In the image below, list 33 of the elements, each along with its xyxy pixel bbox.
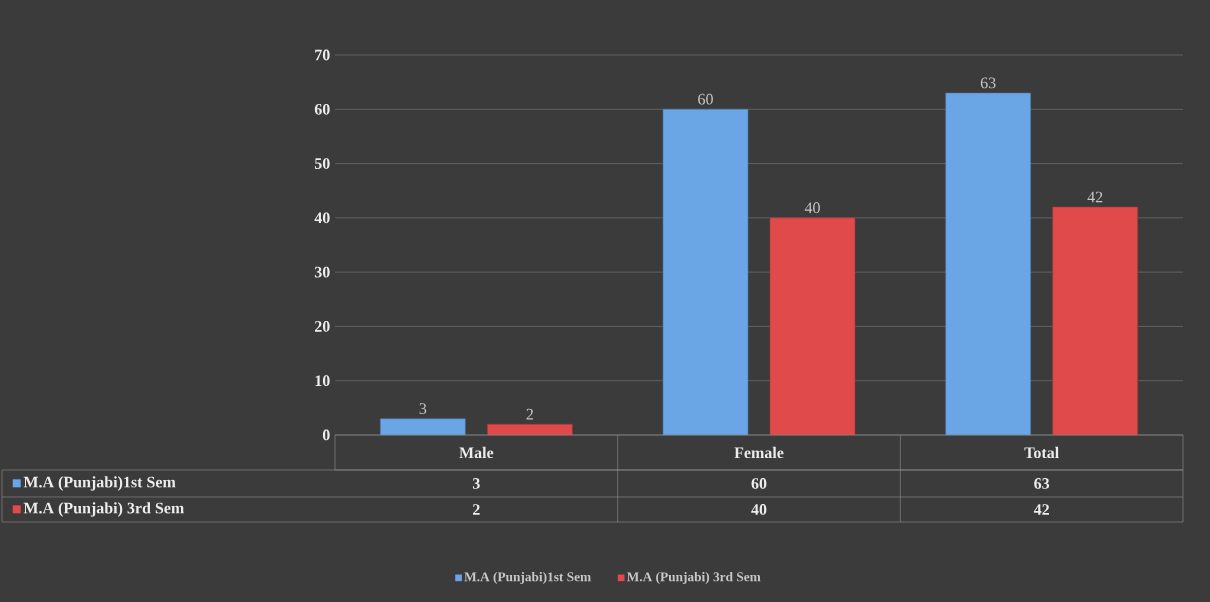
x-tick-label: Male — [459, 446, 494, 459]
bar — [1052, 206, 1138, 436]
bar — [380, 418, 466, 436]
x-tick-label: Total — [1024, 446, 1059, 459]
legend-label: M.A (Punjabi)1st Sem — [464, 571, 591, 585]
bar — [769, 217, 856, 436]
data-label: 60 — [751, 478, 767, 489]
data-label: 3 — [472, 478, 480, 489]
text: 63 — [980, 77, 996, 89]
bar — [662, 109, 749, 436]
data-label: 40 — [751, 504, 767, 515]
text: 3 — [419, 403, 427, 414]
y-tick-label: 60 — [314, 103, 330, 115]
data-label: 63 — [1034, 478, 1050, 489]
bar — [487, 423, 573, 436]
y-tick-label: 40 — [314, 212, 330, 224]
y-tick-label: 50 — [314, 158, 330, 169]
y-tick-label: 70 — [315, 49, 330, 61]
text: M.A (Punjabi)1st Sem — [23, 476, 176, 491]
y-tick-label: 0 — [322, 429, 330, 441]
text: 40 — [804, 202, 820, 214]
text: M.A (Punjabi) 3rd Sem — [23, 502, 184, 517]
text: 2 — [526, 408, 533, 420]
text: 60 — [698, 93, 713, 105]
y-tick-label: 20 — [314, 321, 330, 332]
data-label: 42 — [1033, 504, 1049, 515]
y-tick-label: 30 — [314, 266, 330, 278]
bar — [945, 92, 1031, 436]
x-tick-label: Female — [734, 446, 784, 459]
text: 42 — [1087, 191, 1103, 203]
legend-label: M.A (Punjabi) 3rd Sem — [626, 571, 761, 585]
y-tick-label: 10 — [315, 375, 330, 387]
data-label: 2 — [473, 504, 480, 515]
